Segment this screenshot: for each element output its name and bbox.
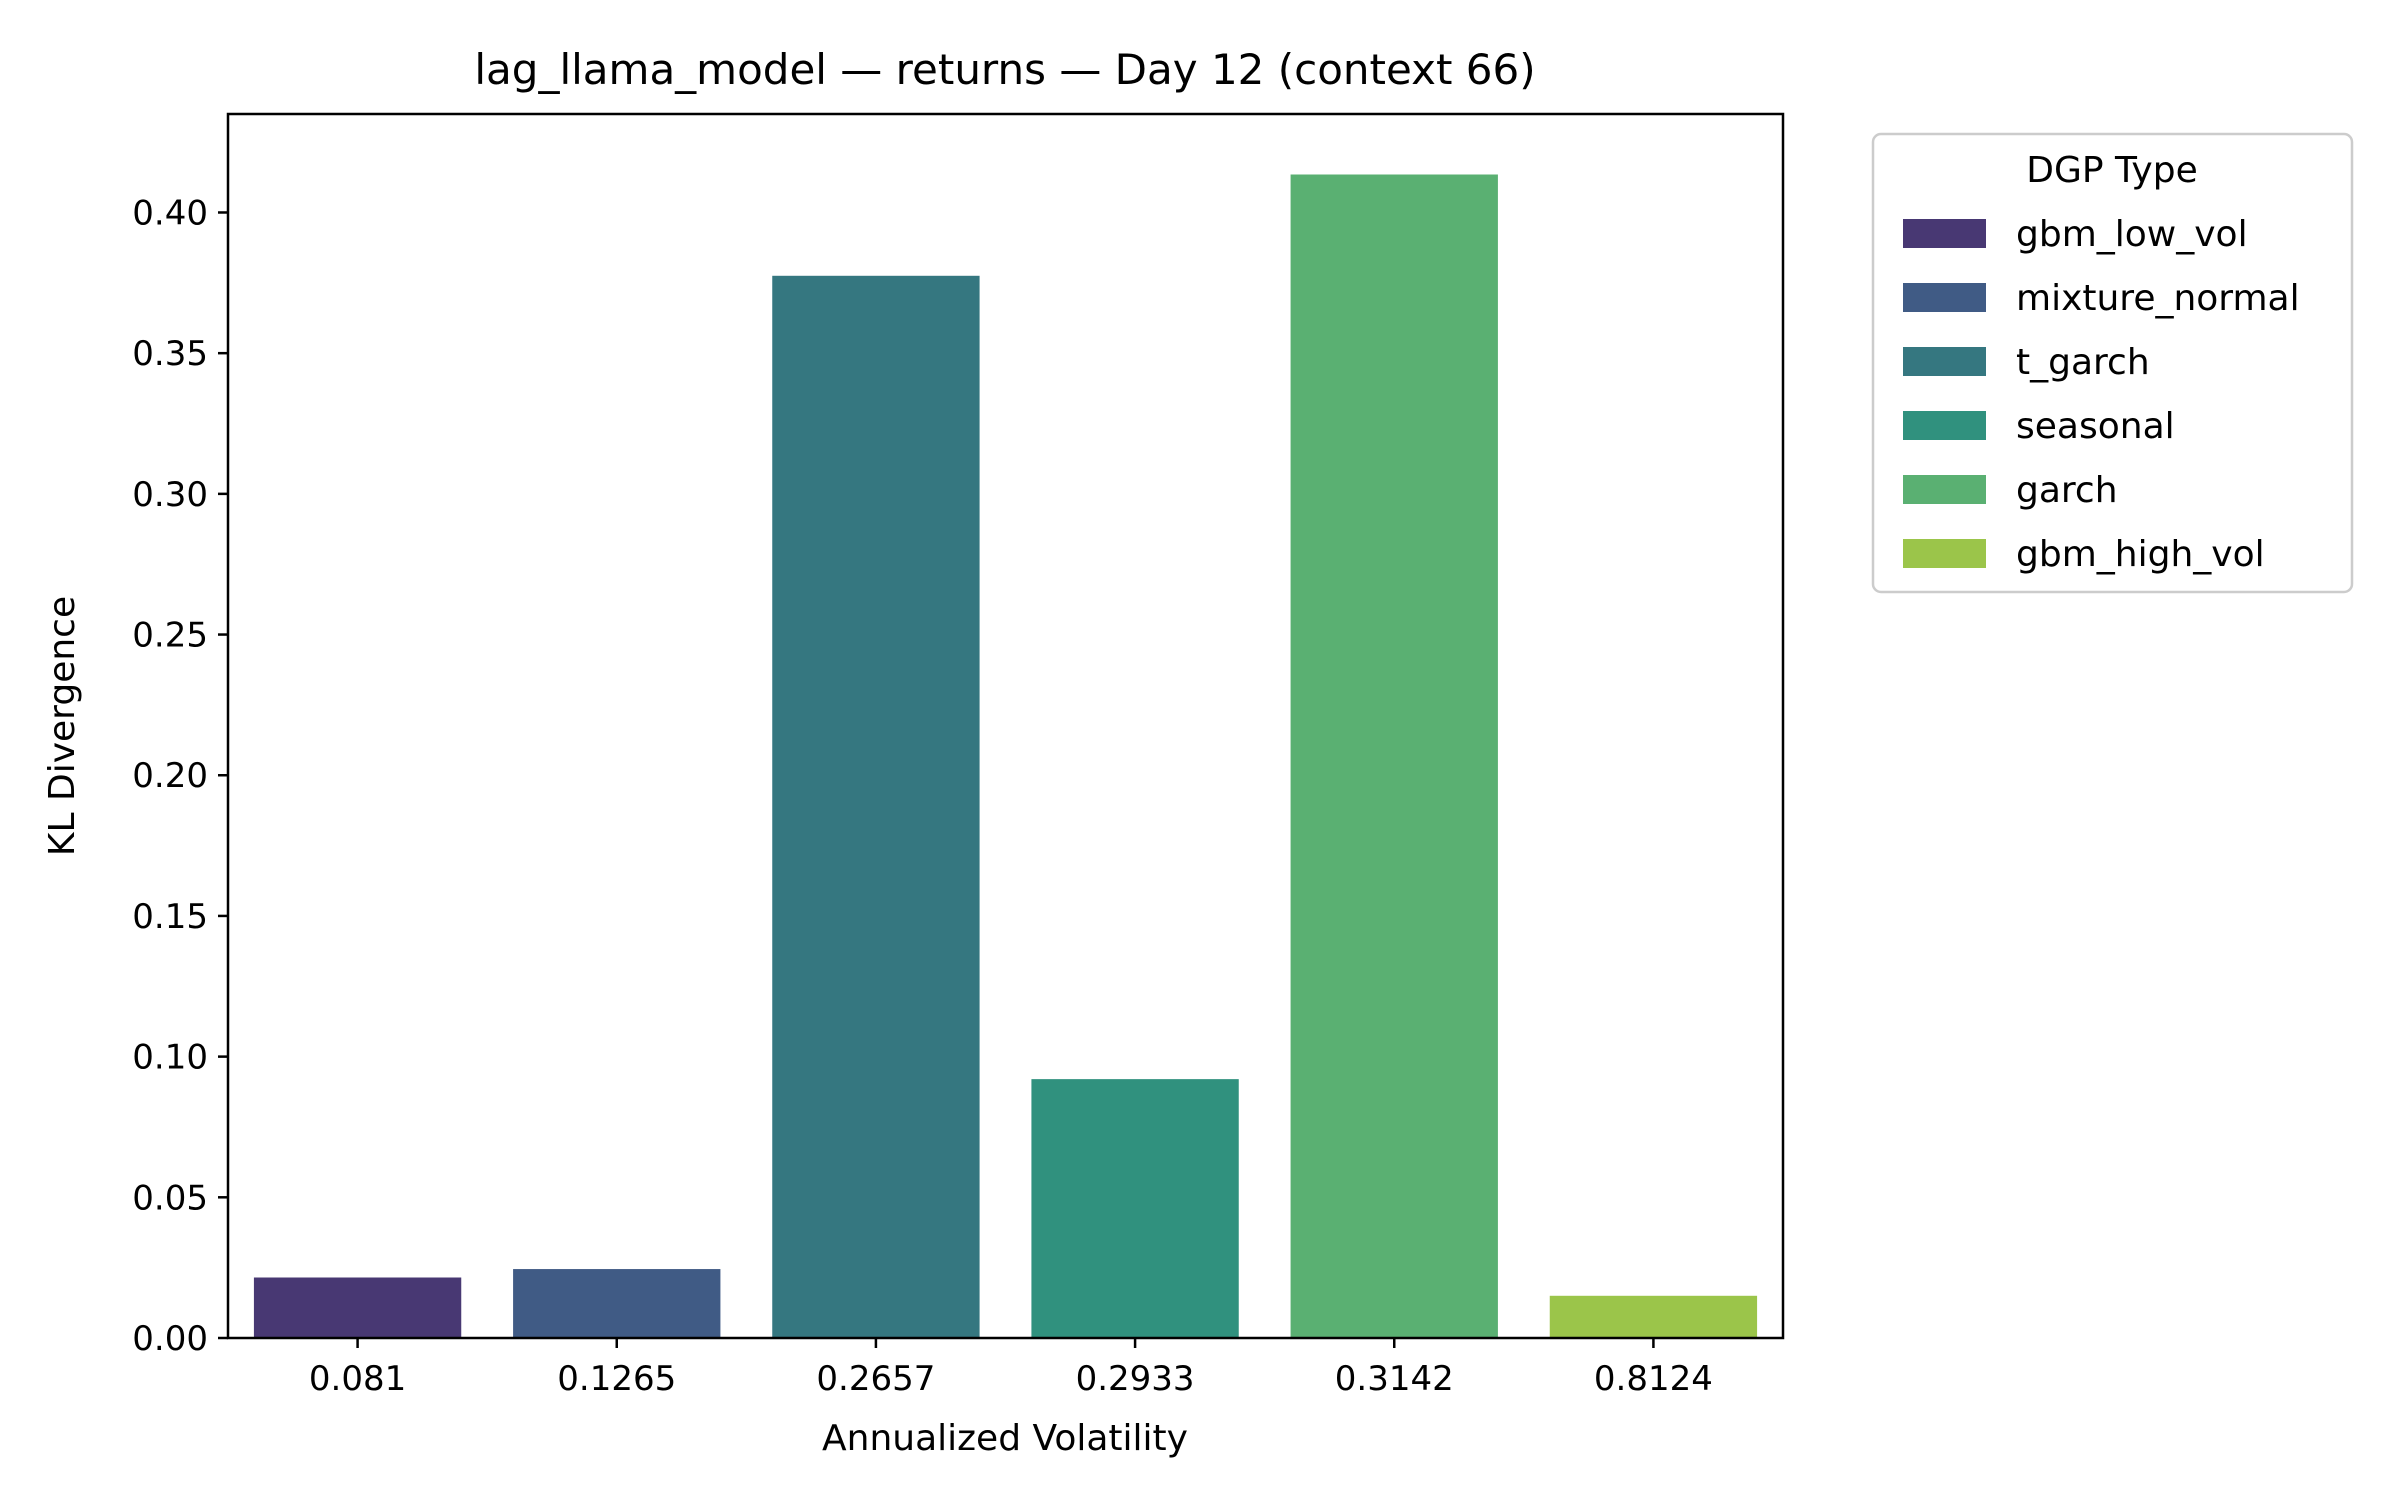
legend-swatch-t_garch — [1903, 347, 1986, 376]
bar-t_garch — [772, 275, 980, 1338]
y-axis: 0.00 0.05 0.10 0.15 0.20 0.25 0.30 0.35 0.40 — [132, 193, 228, 1359]
chart-title: lag_llama_model — returns — Day 12 (cont… — [474, 45, 1535, 94]
legend-entries: gbm_low_vol mixture_normal t_garch seasonal… — [1903, 214, 2300, 575]
legend-label-garch: garch — [2016, 470, 2118, 511]
y-tick-label: 0.10 — [132, 1038, 208, 1078]
y-tick-label: 0.00 — [132, 1319, 208, 1359]
y-tick-label: 0.35 — [132, 334, 208, 374]
y-tick-label: 0.05 — [132, 1178, 208, 1218]
x-tick-label: 0.2933 — [1076, 1359, 1195, 1399]
legend-swatch-mixture_normal — [1903, 283, 1986, 312]
legend-swatch-seasonal — [1903, 411, 1986, 440]
x-tick-label: 0.1265 — [557, 1359, 676, 1399]
legend-title: DGP Type — [2026, 150, 2197, 191]
x-tick-label: 0.2657 — [816, 1359, 935, 1399]
y-tick-label: 0.15 — [132, 897, 208, 937]
bar-mixture_normal — [513, 1269, 721, 1338]
legend-label-gbm_low_vol: gbm_low_vol — [2016, 214, 2248, 255]
legend-frame — [1871, 132, 2354, 594]
x-axis: 0.081 0.1265 0.2657 0.2933 0.3142 0.8124 — [309, 1338, 1713, 1399]
legend-label-mixture_normal: mixture_normal — [2016, 278, 2300, 319]
x-axis-label: Annualized Volatility — [822, 1418, 1188, 1459]
y-tick-label: 0.30 — [132, 475, 208, 515]
legend-swatch-gbm_low_vol — [1903, 219, 1986, 248]
legend-label-seasonal: seasonal — [2016, 406, 2175, 447]
y-axis-label: KL Divergence — [42, 596, 83, 856]
y-tick-label: 0.40 — [132, 193, 208, 233]
plot-frame — [226, 112, 1785, 1340]
y-tick-label: 0.25 — [132, 616, 208, 656]
legend-swatch-garch — [1903, 475, 1986, 504]
bar-garch — [1290, 174, 1498, 1338]
legend-label-t_garch: t_garch — [2016, 342, 2150, 383]
bar-gbm_low_vol — [253, 1277, 462, 1338]
legend-swatch-gbm_high_vol — [1903, 539, 1986, 568]
legend-label-gbm_high_vol: gbm_high_vol — [2016, 534, 2265, 575]
x-tick-label: 0.3142 — [1335, 1359, 1454, 1399]
y-tick-label: 0.20 — [132, 756, 208, 796]
bars-layer — [253, 174, 1758, 1338]
x-tick-label: 0.8124 — [1594, 1359, 1713, 1399]
bar-seasonal — [1031, 1079, 1239, 1338]
legend: DGP Type gbm_low_vol mixture_normal t_garc… — [1871, 132, 2354, 594]
x-tick-label: 0.081 — [309, 1359, 406, 1399]
bar-gbm_high_vol — [1549, 1295, 1758, 1338]
